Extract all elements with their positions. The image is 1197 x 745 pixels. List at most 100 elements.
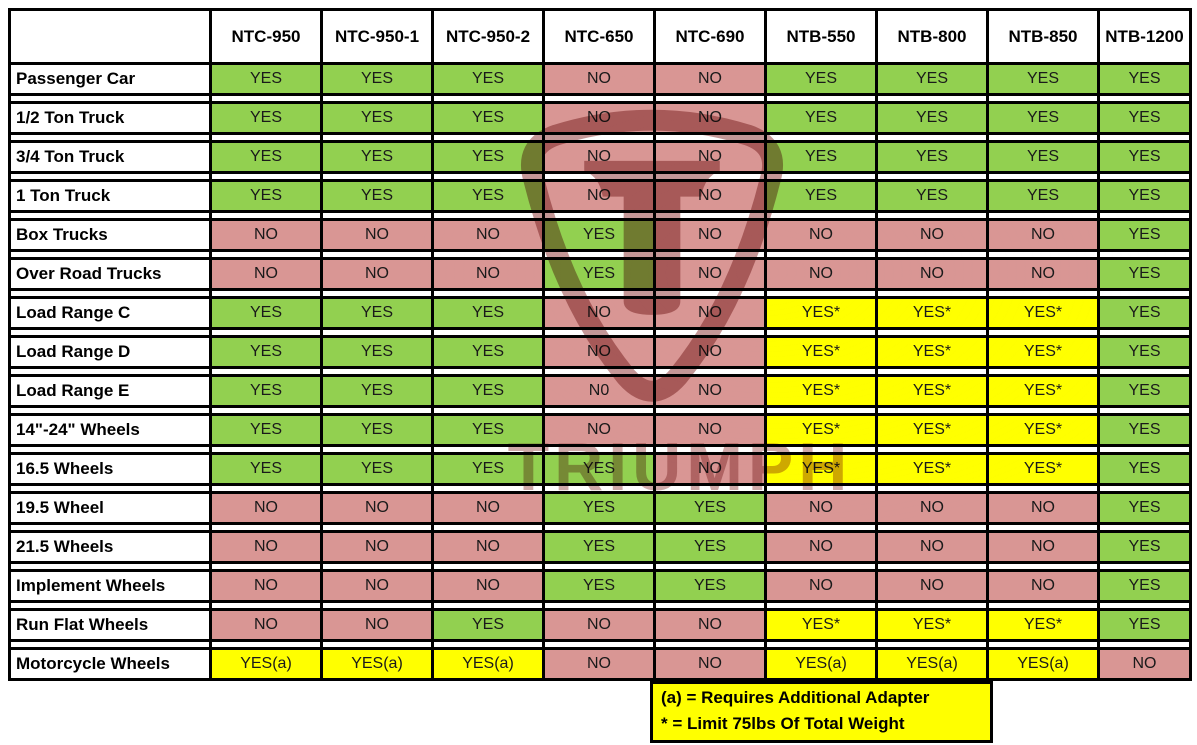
compat-cell: YES [209, 101, 323, 135]
spacer-cell [653, 249, 767, 260]
compat-cell: YES* [986, 452, 1100, 486]
spacer-cell [431, 210, 545, 221]
row-label: Run Flat Wheels [8, 608, 212, 642]
spacer-row [8, 210, 1192, 221]
compat-cell: NO [542, 296, 656, 330]
spacer-cell [764, 249, 878, 260]
spacer-row [8, 639, 1192, 650]
spacer-cell [986, 93, 1100, 104]
compat-cell: YES [209, 140, 323, 174]
spacer-cell [1097, 132, 1192, 143]
column-header-ntb-800: NTB-800 [875, 8, 989, 65]
spacer-cell [542, 132, 656, 143]
table-row: Run Flat Wheels NO NO YES NO NO YES* YES* YES* YE… [8, 608, 1192, 642]
spacer-cell [986, 522, 1100, 533]
compat-cell: NO [653, 647, 767, 681]
spacer-cell [986, 483, 1100, 494]
spacer-cell [431, 132, 545, 143]
spacer-cell [431, 171, 545, 182]
compat-cell: YES [542, 530, 656, 564]
spacer-cell [653, 366, 767, 377]
spacer-cell [431, 561, 545, 572]
spacer-cell [986, 639, 1100, 650]
compat-cell: YES [653, 530, 767, 564]
compat-cell: YES* [764, 374, 878, 408]
compat-cell: NO [764, 569, 878, 603]
compat-cell: NO [764, 218, 878, 252]
compat-cell: NO [653, 452, 767, 486]
compat-cell: NO [320, 569, 434, 603]
row-label: 21.5 Wheels [8, 530, 212, 564]
compat-cell: YES [764, 101, 878, 135]
spacer-cell [1097, 600, 1192, 611]
spacer-cell [653, 327, 767, 338]
compat-cell: YES* [986, 374, 1100, 408]
spacer-row [8, 483, 1192, 494]
compat-cell: YES* [875, 608, 989, 642]
compat-cell: YES [209, 374, 323, 408]
spacer-cell [653, 132, 767, 143]
spacer-cell [986, 405, 1100, 416]
row-label: 16.5 Wheels [8, 452, 212, 486]
spacer-cell [320, 366, 434, 377]
compat-cell: YES [320, 374, 434, 408]
spacer-row [8, 249, 1192, 260]
spacer-cell [209, 171, 323, 182]
compat-cell: NO [653, 374, 767, 408]
compat-cell: YES* [764, 452, 878, 486]
spacer-cell [1097, 327, 1192, 338]
spacer-cell [320, 288, 434, 299]
spacer-cell [1097, 522, 1192, 533]
row-label: Implement Wheels [8, 569, 212, 603]
legend-note-box: (a) = Requires Additional Adapter * = Li… [650, 681, 993, 743]
table-row: Passenger Car YES YES YES NO NO YES YES YES YES [8, 62, 1192, 96]
compat-cell: NO [431, 491, 545, 525]
compat-cell: YES [431, 296, 545, 330]
compat-cell: NO [653, 413, 767, 447]
table-header-row: NTC-950 NTC-950-1 NTC-950-2 NTC-650 NTC-690 N… [8, 8, 1192, 65]
spacer-cell [431, 93, 545, 104]
compat-cell: NO [320, 218, 434, 252]
spacer-cell [209, 639, 323, 650]
spacer-cell [986, 249, 1100, 260]
spacer-cell [1097, 561, 1192, 572]
column-header-ntb-1200: NTB-1200 [1097, 8, 1192, 65]
compat-cell: YES [764, 179, 878, 213]
row-label: Over Road Trucks [8, 257, 212, 291]
compat-cell: YES* [986, 608, 1100, 642]
compat-cell: N0 [542, 374, 656, 408]
spacer-cell [1097, 288, 1192, 299]
corner-cell [8, 8, 212, 65]
compat-cell: YES [431, 608, 545, 642]
spacer-cell [875, 366, 989, 377]
spacer-cell [653, 483, 767, 494]
spacer-cell [320, 171, 434, 182]
compat-cell: NO [653, 335, 767, 369]
compat-cell: NO [764, 491, 878, 525]
spacer-cell [320, 93, 434, 104]
compat-cell: YES [209, 62, 323, 96]
spacer-cell [875, 639, 989, 650]
spacer-cell [8, 561, 212, 572]
compat-cell: NO [209, 491, 323, 525]
spacer-cell [986, 327, 1100, 338]
compatibility-table: NTC-950 NTC-950-1 NTC-950-2 NTC-650 NTC-690 N… [8, 8, 1192, 681]
spacer-cell [8, 522, 212, 533]
spacer-cell [764, 93, 878, 104]
column-header-ntb-550: NTB-550 [764, 8, 878, 65]
spacer-cell [320, 405, 434, 416]
spacer-cell [431, 522, 545, 533]
spacer-cell [209, 210, 323, 221]
compat-cell: NO [986, 530, 1100, 564]
spacer-cell [431, 249, 545, 260]
compat-cell: YES(a) [986, 647, 1100, 681]
spacer-cell [764, 288, 878, 299]
spacer-cell [1097, 483, 1192, 494]
column-header-ntc-690: NTC-690 [653, 8, 767, 65]
compat-cell: YES [1097, 374, 1192, 408]
spacer-cell [875, 132, 989, 143]
spacer-cell [764, 405, 878, 416]
spacer-cell [764, 483, 878, 494]
compat-cell: YES [986, 101, 1100, 135]
spacer-cell [1097, 444, 1192, 455]
